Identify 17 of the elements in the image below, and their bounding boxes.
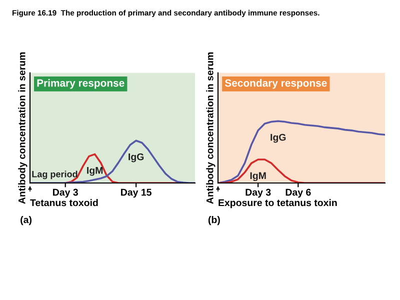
x-tick-label: Day 6: [286, 188, 311, 198]
annotation: Lag period: [32, 170, 78, 180]
series-label: IgG: [128, 153, 144, 162]
y-axis-title: Antibody concentration in serum: [206, 52, 216, 204]
x-tick-label: Day 15: [121, 188, 152, 198]
series-label: IgG: [270, 134, 286, 143]
chart-title: Secondary response: [224, 79, 327, 89]
x-axis-title: Tetanus toxoid: [30, 199, 98, 206]
text: (b): [208, 216, 220, 226]
series-label: IgM: [250, 172, 266, 182]
text: (a): [20, 216, 32, 226]
y-axis-title: Antibody concentration in serum: [18, 52, 28, 204]
x-tick-label: Day 3: [53, 188, 78, 198]
chart-title: Primary response: [37, 79, 124, 89]
x-axis-title: Exposure to tetanus toxin: [218, 199, 337, 208]
series-label: IgM: [87, 167, 103, 176]
x-tick-label: Day 3: [246, 188, 271, 198]
